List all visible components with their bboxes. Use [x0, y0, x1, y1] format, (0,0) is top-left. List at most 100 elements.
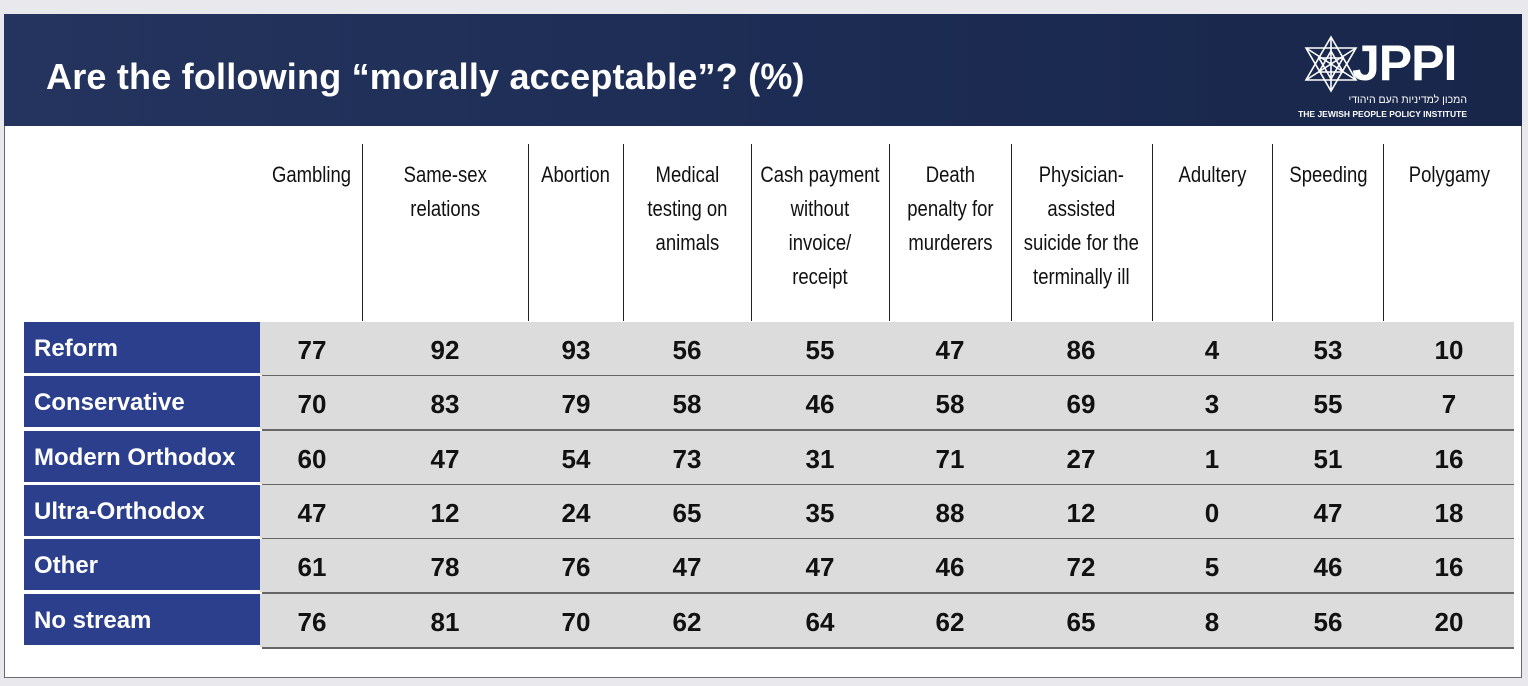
column-header: Death penalty for murderers — [890, 158, 1010, 260]
column-header: Physician-assisted suicide for the termina… — [1011, 158, 1151, 294]
table-cell: 3 — [1204, 389, 1220, 420]
table-cell: 65 — [1066, 606, 1096, 637]
column-header-line: Polygamy — [1408, 162, 1490, 187]
table-cell: 46 — [1313, 552, 1343, 583]
table-cell: 0 — [1204, 497, 1220, 528]
table-cell: 47 — [430, 443, 460, 474]
table-cell: 62 — [935, 606, 965, 637]
row-divider — [262, 483, 1514, 486]
table-cell: 70 — [561, 606, 591, 637]
column-header-line: suicide for the — [1023, 230, 1139, 255]
table-cell: 46 — [935, 552, 965, 583]
table-cell: 16 — [1434, 552, 1464, 583]
row-label: Reform — [24, 322, 260, 375]
column-header: Speeding — [1273, 158, 1383, 192]
row-divider — [262, 592, 1514, 595]
table-cell: 27 — [1066, 443, 1096, 474]
table-cell: 79 — [561, 389, 591, 420]
table-cell: 62 — [672, 606, 702, 637]
table-cell: 12 — [430, 497, 460, 528]
table-cell: 56 — [1313, 606, 1343, 637]
column-divider — [362, 144, 363, 321]
table-cell: 24 — [561, 497, 591, 528]
table-row — [24, 539, 1514, 595]
column-divider — [528, 144, 529, 321]
column-header-line: invoice/ — [788, 230, 852, 255]
table-cell: 78 — [430, 552, 460, 583]
table-cell: 86 — [1066, 335, 1096, 365]
jppi-logo: JPPI המכון למדיניות העם היהודי THE JEWIS… — [1298, 34, 1475, 124]
column-header-line: Gambling — [272, 162, 352, 187]
table-cell: 60 — [297, 443, 327, 474]
table-cell: 69 — [1066, 389, 1096, 420]
table-cell: 18 — [1434, 497, 1464, 528]
table-cell: 20 — [1434, 606, 1464, 637]
column-header-line: Same-sex — [403, 162, 487, 187]
column-header: Polygamy — [1384, 158, 1514, 192]
table-cell: 76 — [297, 606, 327, 637]
table-cell: 88 — [935, 497, 965, 528]
column-header-line: assisted — [1047, 196, 1115, 221]
table-cell: 47 — [935, 335, 965, 365]
column-divider — [1152, 144, 1153, 321]
column-header-line: Medical — [655, 162, 719, 187]
table-cell: 58 — [672, 389, 702, 420]
column-header-line: murderers — [907, 230, 993, 255]
table-cell: 58 — [935, 389, 965, 420]
column-header: Adultery — [1152, 158, 1272, 192]
row-divider — [262, 429, 1514, 432]
table-cell: 73 — [672, 443, 702, 474]
table-cell: 35 — [805, 497, 835, 528]
column-header-line: animals — [655, 230, 719, 255]
column-divider — [623, 144, 624, 321]
column-header: Abortion — [528, 158, 623, 192]
column-header-line: Physician- — [1038, 162, 1124, 187]
table-cell: 47 — [805, 552, 835, 583]
table-cell: 47 — [672, 552, 702, 583]
chart-title: Are the following “morally acceptable”? … — [46, 56, 805, 97]
column-header-line: Death — [925, 162, 975, 187]
logo-english-name: THE JEWISH PEOPLE POLICY INSTITUTE — [1298, 109, 1467, 119]
table-cell: 65 — [672, 497, 702, 528]
column-header-line: receipt — [792, 264, 848, 289]
column-header-line: testing on — [646, 196, 728, 221]
column-header-line: without — [790, 196, 850, 221]
row-label: Ultra-Orthodox — [24, 484, 260, 538]
table-cell: 77 — [297, 335, 327, 365]
table-cell: 92 — [430, 335, 460, 365]
column-divider — [889, 144, 890, 321]
column-divider — [751, 144, 752, 321]
column-header-line: penalty for — [906, 196, 994, 221]
table-cell: 31 — [805, 443, 835, 474]
table-row — [24, 322, 1514, 377]
column-header: Gambling — [262, 158, 362, 192]
table-cell: 81 — [430, 606, 460, 637]
column-header-line: terminally ill — [1032, 264, 1130, 289]
table-cell: 55 — [805, 335, 835, 365]
table-cell: 61 — [297, 552, 327, 583]
title-banner: Are the following “morally acceptable”? … — [4, 14, 1522, 126]
table-cell: 93 — [561, 335, 591, 365]
table-cell: 5 — [1204, 552, 1220, 583]
column-divider — [1011, 144, 1012, 321]
table-cell: 47 — [297, 497, 327, 528]
row-label: Conservative — [24, 376, 260, 430]
logo-hebrew-name: המכון למדיניות העם היהודי — [1348, 94, 1467, 106]
column-header-line: Abortion — [541, 162, 611, 187]
row-label: Modern Orthodox — [24, 430, 260, 484]
column-header: Same-sex relations — [365, 158, 525, 226]
row-label: Other — [24, 539, 260, 593]
table-cell: 8 — [1204, 606, 1220, 637]
table-cell: 56 — [672, 335, 702, 365]
table-cell: 76 — [561, 552, 591, 583]
column-divider — [1383, 144, 1384, 321]
table-cell: 83 — [430, 389, 460, 420]
column-header: Cash payment without invoice/receipt — [752, 158, 888, 294]
table-cell: 71 — [935, 443, 965, 474]
column-divider — [1272, 144, 1273, 321]
table-cell: 72 — [1066, 552, 1096, 583]
table-cell: 10 — [1434, 335, 1464, 365]
table-cell: 51 — [1313, 443, 1343, 474]
column-header-line: relations — [410, 196, 480, 221]
star-of-david-icon — [1304, 35, 1358, 93]
